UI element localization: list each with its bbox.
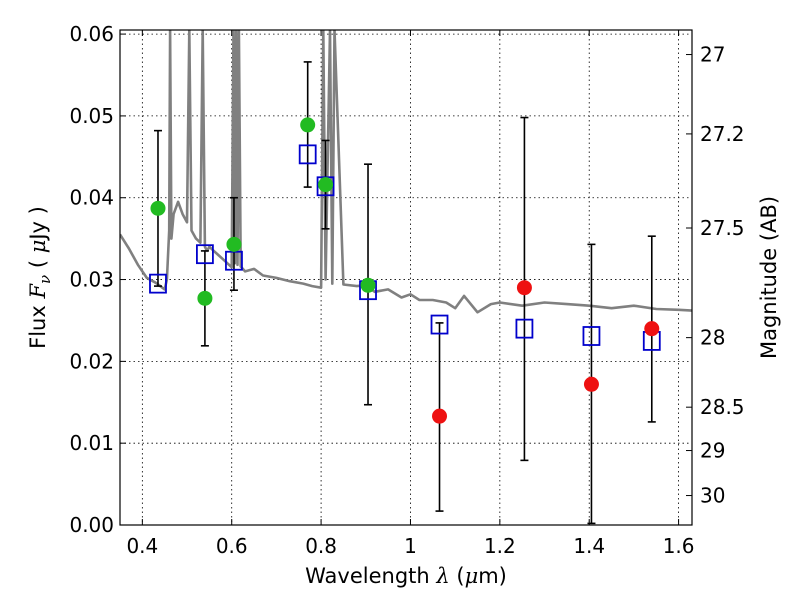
y2-tick-label: 27.5 [700, 216, 745, 240]
y-tick-label: 0.04 [69, 186, 114, 210]
y2-tick-label: 30 [700, 484, 725, 508]
grid [120, 30, 692, 525]
y-tick-label: 0.00 [69, 513, 114, 537]
x-axis-label: Wavelength λ (μm) [305, 564, 507, 588]
model-photometry-square [515, 318, 534, 339]
plot-area [120, 30, 692, 525]
x-tick-label: 0.8 [305, 534, 337, 558]
y-tick-label: 0.05 [69, 104, 114, 128]
y-tick-label: 0.01 [69, 431, 114, 455]
y2-tick-label: 28 [700, 326, 725, 350]
detection-point [150, 200, 166, 216]
x-tick-label: 1 [404, 534, 417, 558]
model-photometry-square [582, 326, 601, 346]
detection-point [318, 177, 334, 193]
detection-point [226, 236, 242, 252]
y-tick-label: 0.06 [69, 22, 114, 46]
model-photometry-square [430, 314, 449, 335]
y2-axis-label: Magnitude (AB) [757, 196, 781, 359]
detection-point [300, 117, 316, 133]
detection-point [360, 277, 376, 293]
y2-tick-label: 29 [700, 439, 725, 463]
y2-tick-label: 28.5 [700, 395, 745, 419]
detection-point [197, 290, 213, 306]
x-tick-label: 1.4 [573, 534, 605, 558]
y-axis-label: Flux Fν ( μJy ) [26, 206, 54, 349]
plot-frame [119, 29, 693, 526]
non-detection-point [583, 376, 599, 392]
x-tick-label: 0.4 [126, 534, 158, 558]
model-photometry-square [196, 244, 214, 265]
y-tick-label: 0.02 [69, 349, 114, 373]
model-photometry-square [149, 273, 167, 294]
non-detection-point [432, 408, 448, 424]
axis-ticks: 0.4 0.6 0.8 1 1.2 1.4 1.6 0.00 0.01 0.02 0.03 0.04 0… [69, 22, 744, 558]
y-tick-label: 0.03 [69, 268, 114, 292]
non-detection-point [644, 321, 660, 337]
x-tick-label: 0.6 [216, 534, 248, 558]
x-tick-label: 1.6 [663, 534, 695, 558]
non-detection-point [516, 280, 532, 296]
y2-tick-label: 27 [700, 43, 725, 67]
model-spectrum-line [120, 30, 692, 314]
x-tick-label: 1.2 [484, 534, 516, 558]
model-photometry-square [298, 144, 317, 165]
y2-tick-label: 27.2 [700, 122, 745, 146]
